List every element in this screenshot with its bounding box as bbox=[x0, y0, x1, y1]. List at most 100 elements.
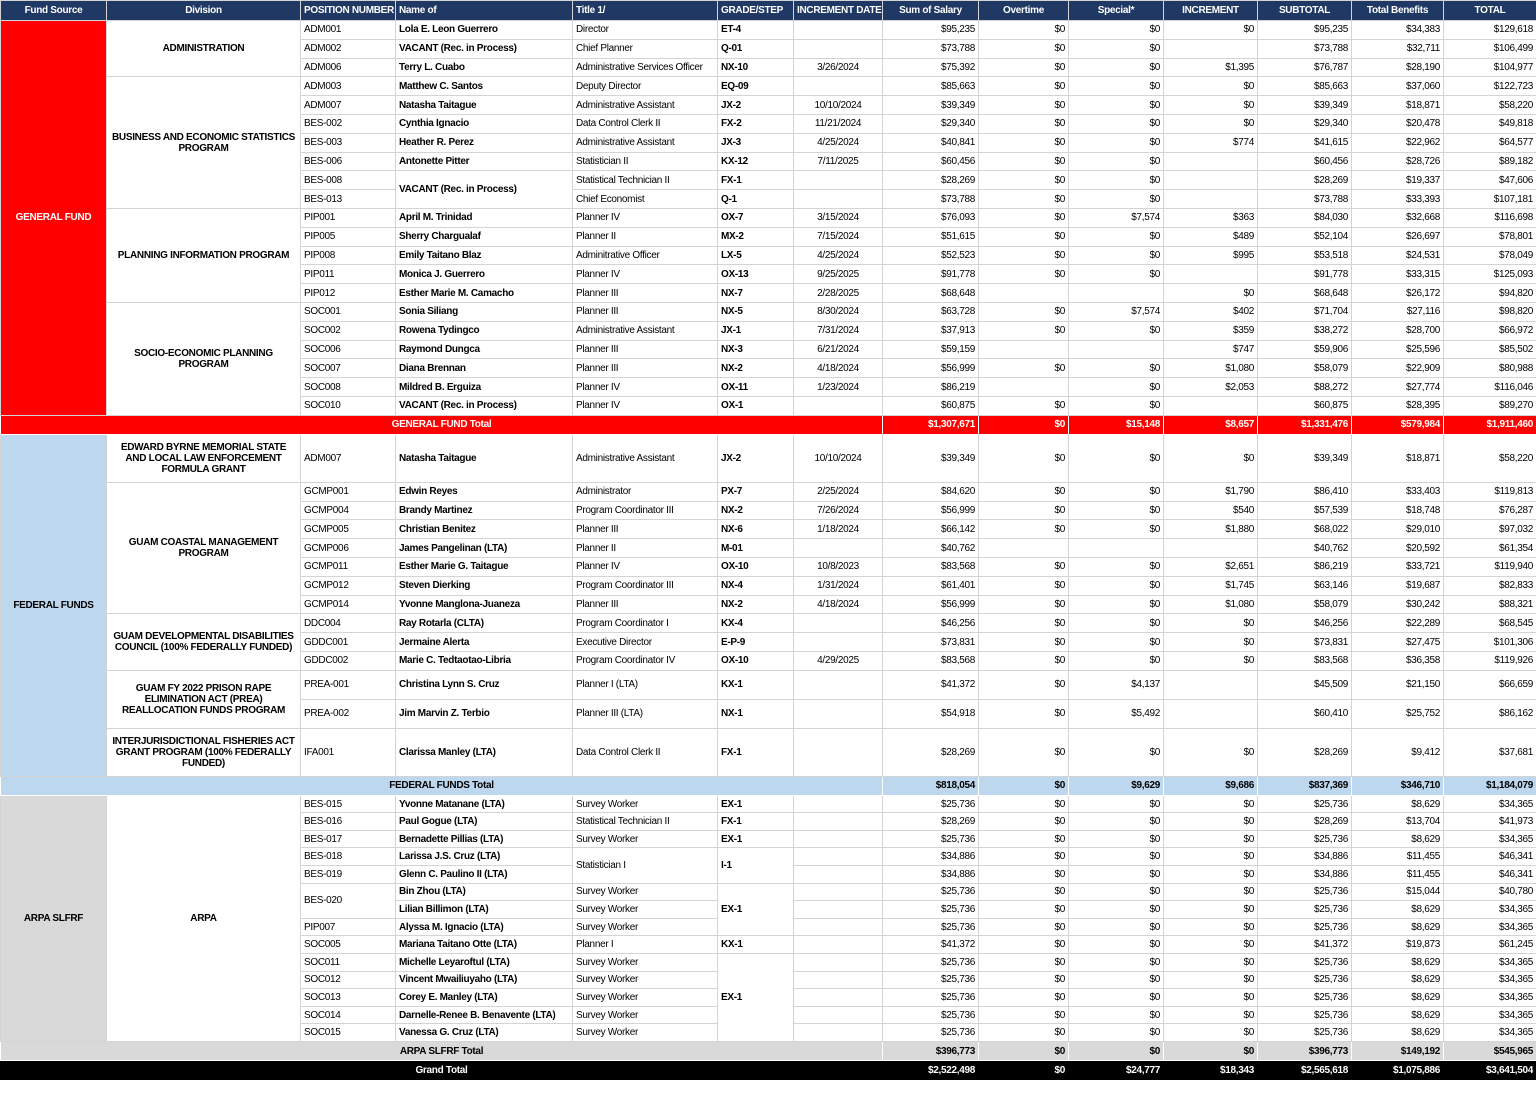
total: $119,940 bbox=[1443, 556, 1536, 577]
employee-name: Marie C. Tedtaotao-Libria bbox=[395, 650, 573, 671]
total-value: $0 bbox=[1054, 419, 1065, 431]
job-title: Administrative Assistant bbox=[572, 95, 718, 115]
employee-name: Natasha Taitague bbox=[395, 95, 573, 115]
total: $119,926 bbox=[1443, 650, 1536, 671]
total-label: GENERAL FUND Total bbox=[391, 419, 492, 431]
subtotal: $57,539 bbox=[1257, 500, 1352, 521]
job-title: Planner III bbox=[572, 301, 718, 322]
grade-step: OX-1 bbox=[717, 395, 794, 416]
total: $34,365 bbox=[1443, 970, 1536, 990]
data-row: SOC002 Rowena Tydingco Administrative Assi… bbox=[1, 320, 1536, 341]
increment-date bbox=[793, 395, 883, 416]
grade-step: I-1 bbox=[717, 847, 794, 884]
special: $0 bbox=[1068, 575, 1164, 596]
increment-date bbox=[793, 76, 883, 97]
grade-step: NX-2 bbox=[717, 594, 794, 615]
total-value: $2,565,618 bbox=[1257, 1060, 1352, 1081]
overtime: $0 bbox=[978, 865, 1069, 884]
total: $82,833 bbox=[1443, 575, 1536, 596]
position-number: PIP001 bbox=[300, 207, 396, 228]
overtime: $0 bbox=[978, 76, 1069, 97]
subtotal: $34,886 bbox=[1257, 847, 1352, 867]
increment-date: 1/31/2024 bbox=[793, 575, 883, 596]
subtotal: $25,736 bbox=[1257, 829, 1352, 849]
benefits: $27,475 bbox=[1351, 632, 1444, 652]
increment: $0 bbox=[1163, 865, 1258, 884]
increment bbox=[1163, 669, 1258, 700]
benefits: $18,748 bbox=[1351, 500, 1444, 521]
special: $0 bbox=[1068, 865, 1164, 884]
subtotal: $76,787 bbox=[1257, 57, 1352, 78]
overtime: $0 bbox=[978, 900, 1069, 919]
salary: $60,456 bbox=[882, 151, 979, 172]
increment bbox=[1163, 189, 1258, 209]
employee-name: Vanessa G. Cruz (LTA) bbox=[395, 1023, 573, 1043]
position-number: PIP012 bbox=[300, 283, 396, 303]
employee-name: James Pangelinan (LTA) bbox=[395, 538, 573, 558]
total: $49,818 bbox=[1443, 113, 1536, 134]
column-header: TOTAL bbox=[1443, 0, 1536, 21]
increment-date bbox=[793, 970, 883, 990]
total-value: $8,657 bbox=[1225, 419, 1254, 431]
job-title: Program Coordinator III bbox=[572, 575, 718, 596]
benefits: $20,592 bbox=[1351, 538, 1444, 558]
special: $0 bbox=[1068, 829, 1164, 849]
salary: $28,269 bbox=[882, 727, 979, 777]
total: $97,032 bbox=[1443, 519, 1536, 540]
benefits: $25,596 bbox=[1351, 339, 1444, 360]
job-title: Deputy Director bbox=[572, 76, 718, 97]
employee-name: Mildred B. Erguiza bbox=[395, 377, 573, 397]
job-title: Administrative Assistant bbox=[572, 132, 718, 153]
increment: $0 bbox=[1163, 632, 1258, 652]
benefits: $18,871 bbox=[1351, 433, 1444, 483]
overtime: $0 bbox=[978, 575, 1069, 596]
employee-name: VACANT (Rec. in Process) bbox=[395, 395, 573, 416]
salary: $63,728 bbox=[882, 301, 979, 322]
employee-name: Bernadette Pillias (LTA) bbox=[395, 829, 573, 849]
employee-name: Rowena Tydingco bbox=[395, 320, 573, 341]
employee-name: Diana Brennan bbox=[395, 358, 573, 379]
position-number: BES-002 bbox=[300, 113, 396, 134]
position-number: GCMP001 bbox=[300, 481, 396, 502]
salary: $28,269 bbox=[882, 812, 979, 831]
benefits: $8,629 bbox=[1351, 794, 1444, 814]
total: $129,618 bbox=[1443, 20, 1536, 40]
job-title: Administrative Services Officer bbox=[572, 57, 718, 78]
column-header: Name of bbox=[395, 0, 573, 21]
total: $85,502 bbox=[1443, 339, 1536, 360]
salary: $39,349 bbox=[882, 95, 979, 115]
increment-date: 11/21/2024 bbox=[793, 113, 883, 134]
grade-step: EX-1 bbox=[717, 882, 794, 937]
total-value: $346,710 bbox=[1400, 780, 1441, 792]
benefits: $11,455 bbox=[1351, 865, 1444, 884]
total-value: $1,331,476 bbox=[1300, 419, 1348, 431]
total: $125,093 bbox=[1443, 264, 1536, 285]
total: $46,341 bbox=[1443, 847, 1536, 867]
salary: $60,875 bbox=[882, 395, 979, 416]
special: $0 bbox=[1068, 377, 1164, 397]
increment-date bbox=[793, 538, 883, 558]
increment: $774 bbox=[1163, 132, 1258, 153]
grade-step: NX-1 bbox=[717, 698, 794, 729]
increment-date bbox=[793, 1023, 883, 1043]
position-number: BES-003 bbox=[300, 132, 396, 153]
salary: $52,523 bbox=[882, 245, 979, 266]
job-title: Administrative Assistant bbox=[572, 320, 718, 341]
salary: $85,663 bbox=[882, 76, 979, 97]
position-number: SOC014 bbox=[300, 1005, 396, 1025]
job-title: Survey Worker bbox=[572, 794, 718, 814]
position-number: BES-020 bbox=[300, 882, 396, 919]
position-number: SOC012 bbox=[300, 970, 396, 990]
job-title: Statistician I bbox=[572, 847, 718, 884]
salary: $68,648 bbox=[882, 283, 979, 303]
employee-name: Heather R. Perez bbox=[395, 132, 573, 153]
benefits: $24,531 bbox=[1351, 245, 1444, 266]
increment-date bbox=[793, 953, 883, 972]
subtotal: $88,272 bbox=[1257, 377, 1352, 397]
data-row: GUAM DEVELOPMENTAL DISABILITIES COUNCIL … bbox=[1, 613, 1536, 671]
subtotal: $58,079 bbox=[1257, 358, 1352, 379]
employee-name: Esther Marie G. Taitague bbox=[395, 556, 573, 577]
column-header: Total Benefits bbox=[1351, 0, 1444, 21]
salary: $56,999 bbox=[882, 500, 979, 521]
benefits: $15,044 bbox=[1351, 882, 1444, 902]
